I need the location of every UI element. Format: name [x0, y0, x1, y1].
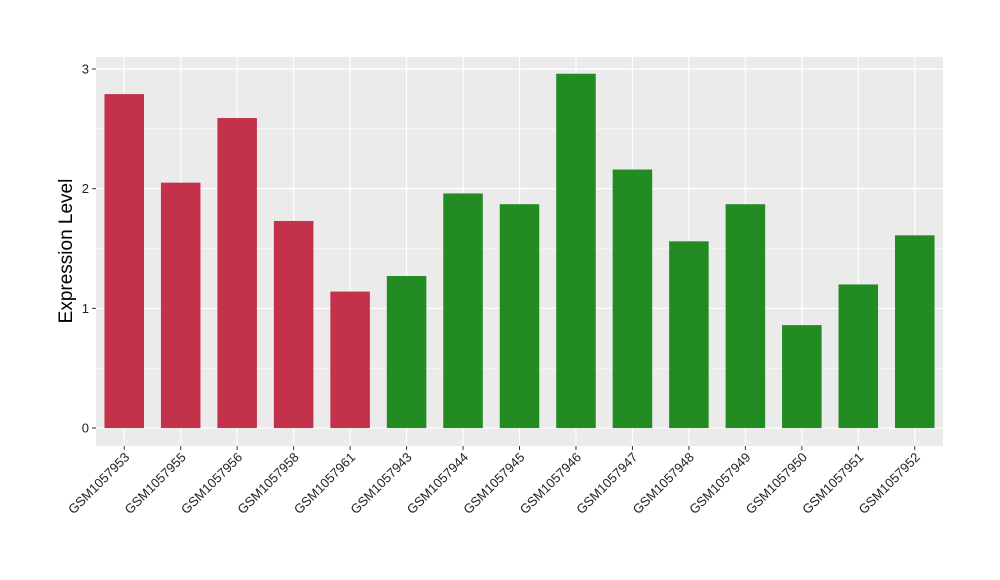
bar-GSM1057956: [217, 118, 257, 429]
bar-GSM1057952: [895, 235, 935, 429]
y-axis: 0 1 2 3: [82, 61, 96, 436]
bar-GSM1057961: [330, 291, 370, 429]
bar-GSM1057947: [612, 169, 653, 429]
bar-GSM1057955: [160, 182, 201, 429]
y-tick-label: 0: [82, 421, 89, 436]
y-tick-label: 2: [82, 181, 89, 196]
y-axis-title: Expression Level: [56, 179, 77, 324]
bar-GSM1057945: [499, 204, 540, 429]
x-axis: GSM1057953GSM1057955GSM1057956GSM1057958…: [65, 446, 923, 517]
bar-GSM1057951: [838, 284, 879, 429]
bar-GSM1057950: [782, 325, 822, 429]
bar-GSM1057944: [443, 193, 483, 429]
y-tick-label: 1: [82, 301, 89, 316]
bar-GSM1057958: [273, 220, 314, 429]
bar-GSM1057949: [725, 204, 766, 429]
y-tick-label: 3: [82, 61, 89, 76]
bars: [104, 73, 935, 429]
bar-GSM1057946: [556, 73, 596, 429]
bar-GSM1057953: [104, 94, 144, 429]
bar-GSM1057943: [386, 276, 427, 429]
bar-GSM1057948: [669, 241, 709, 429]
